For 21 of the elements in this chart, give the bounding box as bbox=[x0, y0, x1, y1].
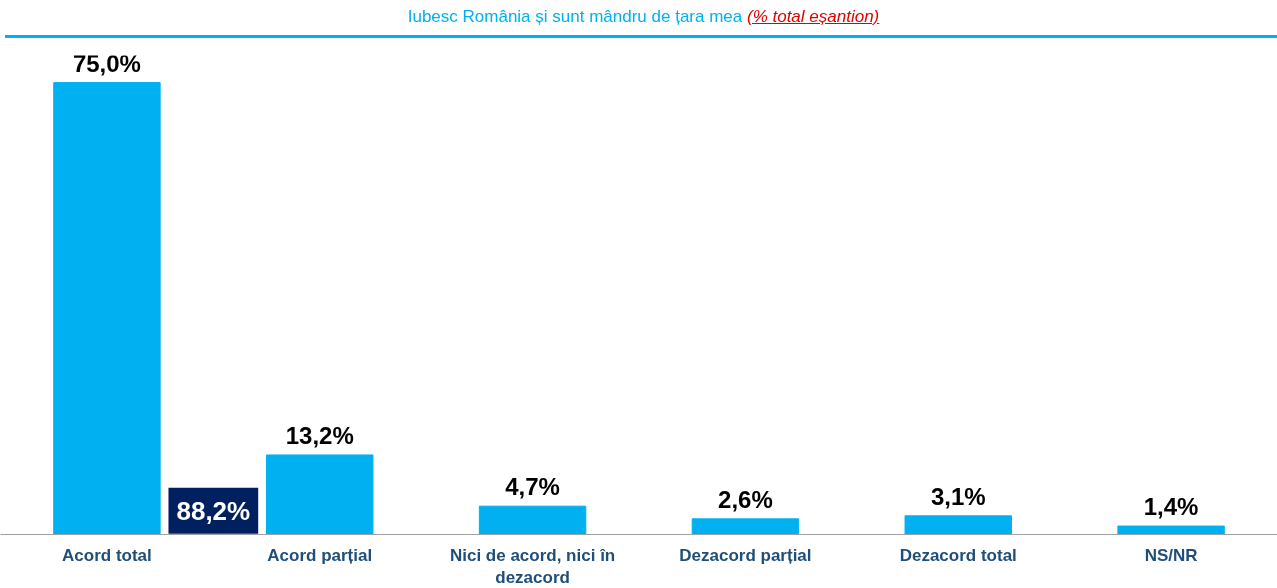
bar bbox=[53, 82, 161, 535]
chart-subtitle: (% total eșantion) bbox=[746, 7, 880, 26]
chart-title: Iubesc România și sunt mândru de țara mea bbox=[407, 7, 743, 26]
x-tick-label: Nici de acord, nici în dezacord bbox=[449, 545, 616, 588]
x-tick-label: NS/NR bbox=[1144, 545, 1198, 565]
data-label: 4,7% bbox=[505, 473, 560, 501]
x-tick-label: Acord parțial bbox=[267, 545, 373, 565]
annotation: 88,2% bbox=[176, 495, 251, 526]
bar bbox=[266, 454, 374, 535]
data-label: 75,0% bbox=[72, 49, 141, 77]
data-label: 1,4% bbox=[1143, 493, 1199, 521]
bar bbox=[1117, 525, 1225, 535]
bar bbox=[691, 518, 800, 535]
data-label: 13,2% bbox=[285, 421, 354, 449]
x-tick-label: Acord total bbox=[62, 545, 152, 565]
bar bbox=[478, 505, 587, 535]
bar bbox=[904, 515, 1012, 535]
x-tick-label: Dezacord total bbox=[899, 545, 1017, 565]
data-label: 3,1% bbox=[930, 482, 986, 510]
x-tick-label: Dezacord parțial bbox=[679, 545, 812, 565]
data-label: 2,6% bbox=[718, 485, 773, 513]
